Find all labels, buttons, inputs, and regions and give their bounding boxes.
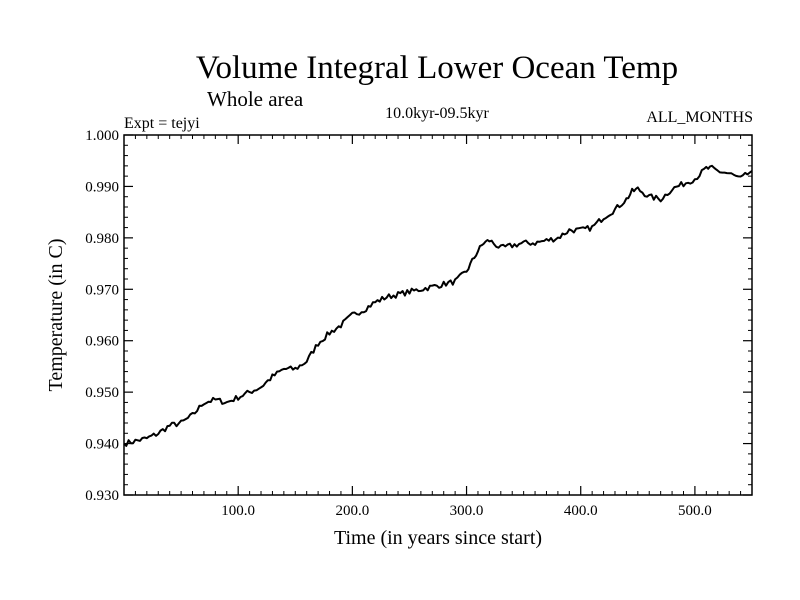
y-axis-label: Temperature (in C) (45, 239, 67, 392)
y-tick-label: 0.960 (85, 334, 119, 350)
y-tick-label: 0.970 (85, 282, 119, 298)
experiment-label: Expt = tejyi (124, 115, 200, 132)
plot-frame (123, 134, 753, 496)
time-range-label: 10.0kyr-09.5kyr (385, 105, 489, 122)
x-tick-label: 200.0 (335, 503, 369, 519)
series-line (123, 164, 753, 447)
x-tick-label: 100.0 (221, 503, 255, 519)
y-axis-ticks (124, 134, 752, 496)
y-tick-label: 0.950 (85, 385, 119, 401)
y-tick-label: 0.980 (85, 231, 119, 247)
series-group (123, 164, 753, 447)
y-tick-label: 0.940 (85, 437, 119, 453)
y-tick-label: 1.000 (85, 128, 119, 144)
chart-title: Volume Integral Lower Ocean Temp (196, 50, 678, 86)
y-axis-tick-labels: 0.930 0.940 0.950 0.960 0.970 0.980 0.990 1.000 (85, 128, 119, 504)
x-axis-label: Time (in years since start) (334, 527, 542, 549)
x-tick-label: 400.0 (564, 503, 598, 519)
y-tick-label: 0.930 (85, 488, 119, 504)
y-tick-label: 0.990 (85, 179, 119, 195)
months-label: ALL_MONTHS (646, 109, 753, 126)
x-tick-label: 500.0 (678, 503, 712, 519)
x-axis-tick-labels: 100.0 200.0 300.0 400.0 500.0 (221, 503, 711, 519)
chart-subtitle: Whole area (207, 87, 304, 111)
x-tick-label: 300.0 (450, 503, 484, 519)
x-axis-ticks (134, 135, 742, 495)
